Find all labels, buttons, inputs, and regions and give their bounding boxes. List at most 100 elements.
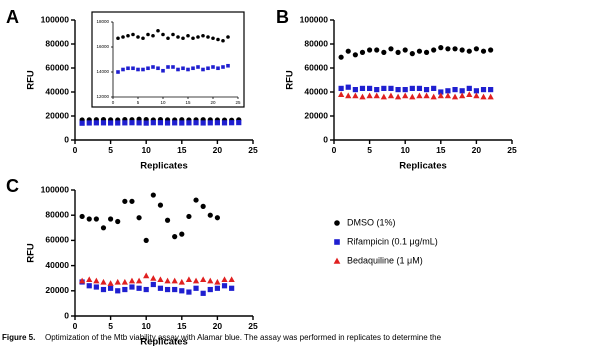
point: [374, 87, 380, 93]
point: [157, 285, 164, 291]
point: [452, 87, 458, 93]
point: [196, 35, 200, 39]
y-tick-label: 60000: [45, 62, 69, 72]
point: [338, 91, 345, 97]
point: [466, 91, 473, 97]
point: [150, 275, 157, 281]
y-tick-label: 14000: [96, 69, 109, 74]
x-tick-label: 20: [210, 100, 216, 105]
point: [352, 87, 358, 93]
point: [141, 36, 145, 41]
point: [402, 47, 408, 53]
point: [150, 120, 156, 126]
point: [126, 33, 130, 38]
y-tick-label: 20000: [45, 285, 69, 295]
point: [141, 67, 145, 72]
point: [131, 32, 135, 37]
x-tick-label: 10: [141, 321, 151, 331]
x-tick-label: 0: [332, 145, 337, 155]
x-tick-label: 0: [73, 145, 78, 155]
panel-letter: A: [6, 7, 19, 27]
point: [445, 88, 451, 94]
point: [166, 65, 170, 69]
point: [373, 92, 380, 99]
point: [345, 48, 351, 54]
point: [229, 120, 235, 126]
point: [221, 120, 228, 126]
point: [345, 92, 352, 99]
point: [423, 92, 430, 99]
y-tick-label: 100000: [300, 14, 329, 24]
point: [86, 216, 92, 222]
legend-marker: [333, 257, 341, 264]
point: [179, 231, 185, 237]
point: [228, 276, 235, 283]
point: [388, 46, 394, 52]
point: [108, 120, 114, 126]
point: [359, 85, 366, 91]
point: [146, 32, 150, 37]
x-tick-label: 15: [436, 145, 446, 155]
point: [79, 277, 86, 284]
point: [488, 87, 494, 93]
point: [115, 120, 121, 126]
point: [164, 120, 171, 126]
point: [181, 36, 185, 41]
point: [114, 278, 121, 285]
point: [480, 87, 487, 93]
x-tick-label: 10: [141, 145, 151, 155]
point: [459, 88, 465, 94]
point: [178, 278, 185, 285]
point: [100, 278, 107, 285]
point: [473, 46, 479, 52]
x-tick-label: 10: [400, 145, 410, 155]
point: [200, 203, 206, 209]
point: [374, 47, 380, 53]
point: [93, 216, 99, 222]
x-tick-label: 5: [137, 100, 140, 105]
point: [122, 120, 128, 126]
point: [79, 213, 85, 220]
panel-letter: B: [276, 7, 289, 27]
x-tick-label: 25: [507, 145, 517, 155]
point: [207, 120, 213, 126]
point: [86, 276, 93, 283]
point: [86, 120, 92, 126]
legend-label: Rifampicin (0.1 μg/mL): [347, 236, 438, 246]
point: [93, 277, 100, 284]
x-tick-label: 10: [160, 100, 166, 105]
point: [100, 286, 107, 293]
y-tick-label: 40000: [304, 86, 328, 96]
point: [186, 213, 192, 220]
point: [86, 283, 92, 289]
y-tick-label: 18000: [96, 19, 109, 24]
point: [459, 92, 466, 99]
point: [395, 87, 401, 93]
point: [157, 276, 164, 283]
point: [402, 92, 409, 99]
point: [150, 281, 156, 288]
legend-label: DMSO (1%): [347, 217, 396, 227]
point: [221, 276, 228, 283]
y-tick-label: 100000: [41, 14, 70, 24]
point: [402, 87, 408, 93]
x-axis-label: Replicates: [140, 337, 188, 346]
point: [207, 212, 213, 218]
x-tick-label: 15: [177, 321, 187, 331]
point: [196, 65, 200, 69]
point: [186, 120, 192, 126]
point: [146, 66, 150, 71]
point: [438, 89, 444, 95]
y-tick-label: 0: [323, 134, 328, 144]
x-tick-label: 25: [235, 100, 241, 105]
point: [151, 65, 155, 69]
point: [156, 28, 160, 33]
point: [157, 120, 164, 126]
point: [473, 88, 479, 94]
y-tick-label: 80000: [45, 209, 69, 219]
point: [79, 120, 85, 126]
point: [131, 66, 135, 71]
y-tick-label: 60000: [304, 62, 328, 72]
y-tick-label: 0: [64, 310, 69, 320]
point: [200, 290, 206, 296]
